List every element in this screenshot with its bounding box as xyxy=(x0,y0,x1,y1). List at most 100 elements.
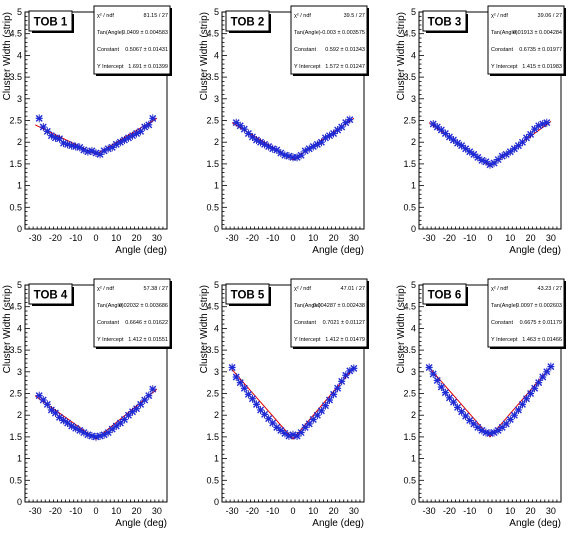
y-tick-label: 4.5 xyxy=(206,29,219,39)
data-point xyxy=(539,373,547,382)
stats-box: χ² / ndf 57.38 / 27 Tan(Angle)0.02032 ± 0.… xyxy=(93,278,172,349)
y-tick-label: 4 xyxy=(411,323,416,333)
data-point xyxy=(55,413,63,422)
data-point xyxy=(429,119,437,128)
data-point xyxy=(437,382,445,391)
y-tick-label: 1.5 xyxy=(206,159,219,169)
data-point xyxy=(474,423,482,432)
y-tick-label: 2 xyxy=(17,137,22,147)
stats-value: 0.6675 ± 0.01179 xyxy=(520,320,562,326)
x-tick-label: 30 xyxy=(546,233,556,243)
x-tick-label: 10 xyxy=(308,506,318,516)
y-tick-label: 4 xyxy=(214,323,219,333)
data-point xyxy=(527,130,535,139)
data-point xyxy=(441,388,449,397)
stats-value: 1.412 ± 0.01479 xyxy=(325,337,365,343)
y-tick-label: 2 xyxy=(17,410,22,420)
data-point xyxy=(145,120,153,129)
data-point xyxy=(527,389,535,398)
chart-panel-4: 0 0.5 1 1.5 2 2.5 3 3.5 4 4.5 5 -30 -20 -10 0 10 20 30 Ang… xyxy=(2,278,172,529)
y-tick-label: 0.5 xyxy=(9,202,22,212)
data-point xyxy=(273,146,281,155)
stats-label: Tan(Angle) xyxy=(97,30,124,36)
data-point xyxy=(433,123,441,132)
data-point xyxy=(338,377,346,386)
data-point xyxy=(112,422,120,431)
x-axis-label: Angle (deg) xyxy=(509,518,561,529)
data-point xyxy=(248,132,256,141)
chart-title: TOB 3 xyxy=(428,17,462,29)
x-tick-label: 20 xyxy=(132,506,142,516)
stats-label: Y Intercept xyxy=(294,64,321,70)
data-point xyxy=(232,118,240,127)
stats-label: Tan(Angle) xyxy=(491,303,518,309)
y-tick-label: 2.5 xyxy=(9,389,22,399)
data-point xyxy=(305,419,313,428)
stats-value: -0.003 ± 0.003575 xyxy=(320,30,365,36)
y-axis-label: Cluster Width (strip) xyxy=(199,285,210,373)
data-point xyxy=(466,416,474,425)
stats-label: χ² / ndf xyxy=(491,286,508,292)
y-tick-label: 4.5 xyxy=(9,29,22,39)
title-box-shadow xyxy=(72,14,74,33)
y-axis-label: Cluster Width (strip) xyxy=(199,12,210,100)
chart-title: TOB 2 xyxy=(231,17,265,29)
stats-value: 0.5067 ± 0.01431 xyxy=(125,47,168,53)
stats-value: 57.38 / 27 xyxy=(144,286,168,292)
stats-box-frame xyxy=(290,278,368,348)
y-tick-label: 0.5 xyxy=(403,202,416,212)
stats-value: 0.004287 ± 0.002438 xyxy=(313,303,365,309)
data-point xyxy=(342,118,350,127)
stats-value: 39.06 / 27 xyxy=(538,13,562,19)
title-box: TOB 5 xyxy=(225,283,271,306)
y-tick-label: 3 xyxy=(214,94,219,104)
stats-box-shadow xyxy=(490,347,566,349)
data-point xyxy=(297,428,305,437)
y-tick-label: 1 xyxy=(214,454,219,464)
y-tick-label: 3.5 xyxy=(206,72,219,82)
data-point xyxy=(149,385,157,394)
y-tick-label: 0.5 xyxy=(206,202,219,212)
data-point xyxy=(518,400,526,409)
y-tick-label: 5 xyxy=(411,7,416,17)
y-tick-label: 2 xyxy=(411,410,416,420)
stats-value: 0.6735 ± 0.01977 xyxy=(519,47,562,53)
data-point xyxy=(129,407,137,416)
data-point xyxy=(252,400,260,409)
y-tick-label: 4 xyxy=(17,50,22,60)
data-point xyxy=(506,415,514,424)
x-tick-label: 10 xyxy=(111,233,121,243)
stats-value: 1.691 ± 0.01399 xyxy=(128,64,168,70)
x-tick-label: 30 xyxy=(349,233,359,243)
x-axis-label: Angle (deg) xyxy=(115,518,167,529)
x-tick-label: 30 xyxy=(152,233,162,243)
x-tick-label: 10 xyxy=(505,506,515,516)
data-point xyxy=(494,426,502,435)
data-point xyxy=(531,384,539,393)
stats-label: χ² / ndf xyxy=(294,286,311,292)
y-axis-label: Cluster Width (strip) xyxy=(396,285,407,373)
x-tick-label: 0 xyxy=(93,233,98,243)
stats-label: χ² / ndf xyxy=(294,13,311,19)
stats-box-shadow xyxy=(170,8,172,76)
y-tick-label: 2.5 xyxy=(403,116,416,126)
x-axis-label: Angle (deg) xyxy=(115,245,167,256)
data-point xyxy=(47,405,55,414)
y-tick-label: 4.5 xyxy=(9,302,22,312)
data-point xyxy=(334,384,342,393)
stats-label: Constant xyxy=(97,320,119,326)
y-tick-label: 2.5 xyxy=(206,389,219,399)
data-point xyxy=(330,390,338,399)
y-tick-label: 0 xyxy=(17,224,22,234)
stats-label: Constant xyxy=(294,47,316,53)
y-tick-label: 4.5 xyxy=(403,302,416,312)
y-tick-label: 0 xyxy=(17,497,22,507)
y-tick-label: 2.5 xyxy=(206,116,219,126)
y-axis-label: Cluster Width (strip) xyxy=(2,12,13,100)
chart-title: TOB 5 xyxy=(231,290,265,302)
data-point xyxy=(273,423,281,432)
stats-value: 0.6646 ± 0.01622 xyxy=(125,320,168,326)
stats-box-shadow xyxy=(293,74,369,76)
y-tick-label: 1 xyxy=(411,181,416,191)
y-tick-label: 4.5 xyxy=(206,302,219,312)
